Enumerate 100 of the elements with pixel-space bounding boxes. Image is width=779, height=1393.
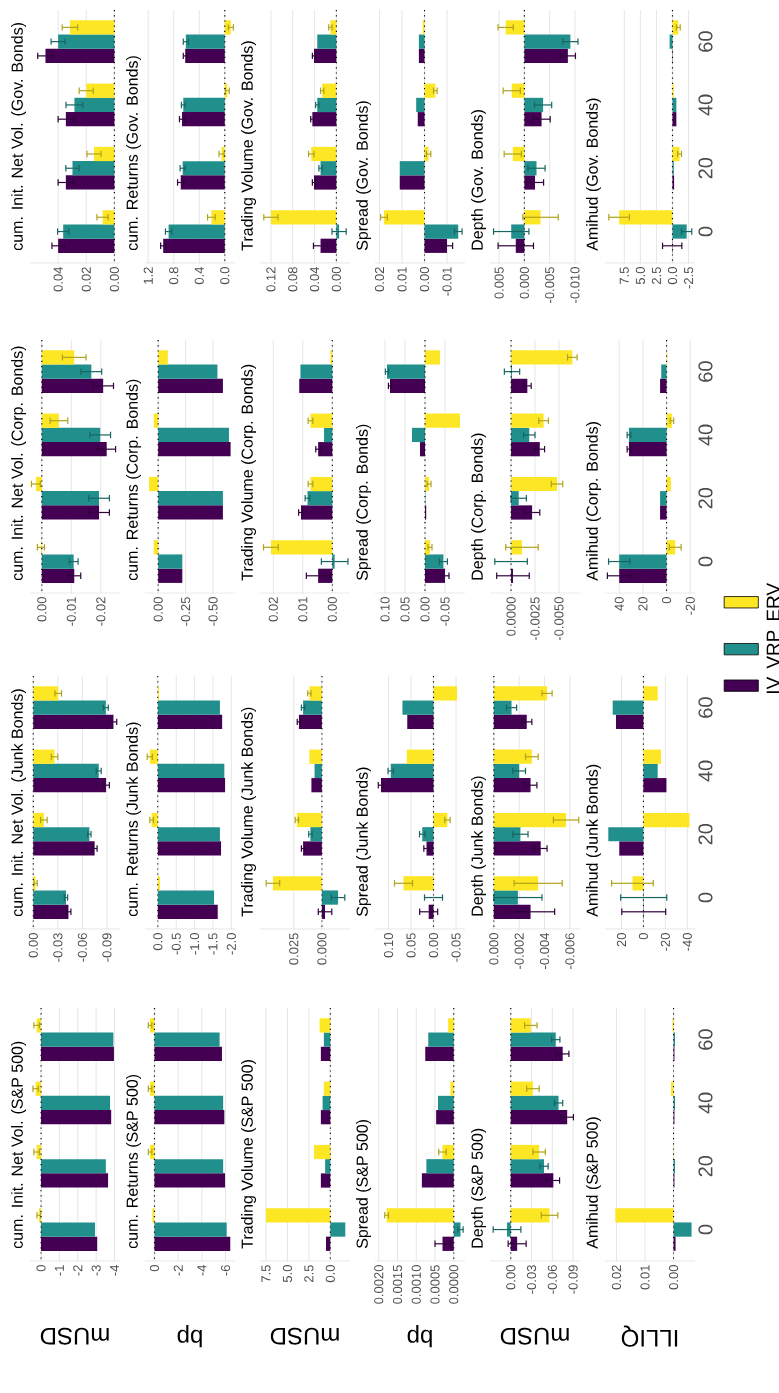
x-axis-title: bp bbox=[407, 1324, 432, 1348]
x-tick-label: 0.8 bbox=[169, 267, 179, 285]
text: Depth (Corp. Bonds) bbox=[471, 433, 487, 580]
x-tick-label: -0.005 bbox=[545, 267, 555, 303]
text: cum. Returns (Gov. Bonds) bbox=[126, 56, 142, 251]
y-tick-label: 20 bbox=[698, 157, 713, 179]
text: Depth (Gov. Bonds) bbox=[471, 110, 486, 250]
x-tick-label: -2.5 bbox=[683, 267, 694, 289]
text: cum. Init. Net Vol. (S&P 500) bbox=[11, 1041, 27, 1249]
legend-label: VRP bbox=[766, 630, 779, 669]
text: Trading Volume (Gov. Bonds) bbox=[241, 41, 257, 251]
x-tick-label: -0.0025 bbox=[530, 597, 540, 641]
x-tick-label: 0.025 bbox=[289, 933, 299, 965]
x-tick-label: 0.005 bbox=[494, 267, 504, 299]
x-tick-label: -0.004 bbox=[539, 932, 550, 969]
x-tick-label: 0.04 bbox=[309, 266, 320, 292]
text: Depth (Junk Bonds) bbox=[471, 776, 486, 916]
x-tick-label: -20 bbox=[660, 933, 670, 951]
x-tick-label: 0.05 bbox=[400, 597, 410, 622]
x-tick-label: 7.5 bbox=[261, 1265, 271, 1283]
text: Trading Volume (Junk Bonds) bbox=[241, 707, 257, 917]
x-axis-title: mUSD bbox=[270, 1327, 339, 1345]
x-tick-label: 0.0 bbox=[325, 1265, 335, 1283]
x-tick-label: -1 bbox=[54, 1265, 64, 1276]
x-tick-label: -0.5 bbox=[171, 933, 181, 955]
text: Amihud (Junk Bonds) bbox=[586, 764, 602, 917]
x-tick-label: 0.4 bbox=[194, 266, 204, 285]
x-tick-label: 0.12 bbox=[266, 267, 276, 292]
x-tick-label: -0.01 bbox=[442, 267, 452, 296]
x-tick-label: 2.5 bbox=[651, 267, 662, 285]
y-tick-label: 0 bbox=[698, 226, 713, 237]
x-tick-label: -0.09 bbox=[568, 1265, 578, 1294]
legend-label: ERV bbox=[766, 582, 779, 621]
x-tick-label: -0.09 bbox=[102, 933, 112, 962]
x-tick-label: -0.06 bbox=[77, 933, 87, 962]
x-tick-label: 0.08 bbox=[288, 267, 298, 292]
y-tick-label: 40 bbox=[698, 1092, 713, 1114]
x-tick-label: 0.01 bbox=[640, 1265, 650, 1290]
x-axis-title: mUSD bbox=[40, 1327, 109, 1345]
x-tick-label: 0.10 bbox=[380, 597, 390, 622]
x-tick-label: -1.5 bbox=[208, 933, 218, 955]
legend-label: IV bbox=[766, 676, 779, 693]
x-tick-label: -0.002 bbox=[514, 933, 524, 969]
x-tick-label: -0.05 bbox=[440, 597, 450, 626]
x-tick-label: 0.00 bbox=[506, 1265, 516, 1290]
x-tick-label: 5.0 bbox=[282, 1265, 293, 1283]
x-tick-label: -4 bbox=[197, 1264, 207, 1276]
x-tick-label: 0.00 bbox=[428, 933, 439, 958]
x-tick-label: -0.05 bbox=[451, 933, 461, 962]
x-tick-label: 0.0 bbox=[667, 267, 678, 285]
x-tick-label: 0.02 bbox=[374, 267, 385, 292]
x-tick-label: 20 bbox=[616, 933, 627, 947]
x-tick-label: 20 bbox=[638, 597, 648, 611]
text: Spread (S&P 500) bbox=[356, 1119, 372, 1249]
y-tick-label: 60 bbox=[698, 1029, 713, 1050]
x-tick-label: 0.02 bbox=[81, 267, 91, 292]
x-tick-label: 0.00 bbox=[109, 267, 119, 292]
text: Amihud (Gov. Bonds) bbox=[586, 98, 602, 251]
x-tick-label: 1.2 bbox=[143, 267, 153, 284]
text: cum. Returns (Junk Bonds) bbox=[126, 722, 142, 917]
x-tick-label: 0.10 bbox=[383, 933, 394, 958]
x-tick-label: 0.0010 bbox=[411, 1265, 421, 1304]
x-tick-label: 5.0 bbox=[635, 267, 645, 285]
x-tick-label: 0.0015 bbox=[392, 1265, 403, 1304]
x-tick-label: -4 bbox=[110, 1264, 119, 1276]
x-tick-label: 0 bbox=[638, 933, 649, 940]
x-tick-label: 0.00 bbox=[153, 597, 163, 622]
text: cum. Init. Net Vol. (Junk Bonds) bbox=[11, 689, 27, 917]
x-tick-label: 0.00 bbox=[668, 1265, 679, 1290]
x-tick-label: 0.02 bbox=[611, 1265, 622, 1290]
y-tick-label: 0 bbox=[698, 556, 713, 567]
x-tick-label: -0.03 bbox=[526, 1265, 537, 1294]
y-tick-label: 0 bbox=[698, 1224, 713, 1235]
y-tick-label: 60 bbox=[698, 361, 713, 382]
x-tick-label: -0.06 bbox=[547, 1265, 557, 1294]
x-tick-label: 0.0 bbox=[153, 933, 163, 951]
x-tick-label: 0.00 bbox=[37, 597, 47, 622]
x-tick-label: -3 bbox=[91, 1265, 101, 1276]
x-tick-label: 0.0 bbox=[220, 267, 230, 285]
x-tick-label: -20 bbox=[685, 597, 695, 615]
text: Amihud (S&P 500) bbox=[586, 1117, 602, 1249]
x-tick-label: 0.0020 bbox=[374, 1265, 384, 1304]
x-tick-label: -0.01 bbox=[66, 597, 76, 626]
x-tick-label: 0.01 bbox=[397, 267, 407, 292]
x-tick-label: 0.0005 bbox=[430, 1265, 440, 1304]
x-tick-label: -2 bbox=[173, 1265, 183, 1276]
x-tick-label: 0.0000 bbox=[449, 1265, 459, 1304]
text: cum. Returns (S&P 500) bbox=[126, 1074, 142, 1249]
text: Depth (S&P 500) bbox=[471, 1128, 487, 1248]
text: cum. Init. Net Vol. (Gov. Bonds) bbox=[11, 22, 27, 251]
text: Spread (Corp. Bonds) bbox=[356, 424, 372, 581]
x-axis-title: mUSD bbox=[500, 1327, 569, 1345]
x-tick-label: -0.0050 bbox=[554, 597, 564, 641]
text: Trading Volume (S&P 500) bbox=[241, 1060, 257, 1249]
y-tick-label: 0 bbox=[698, 892, 713, 903]
x-tick-label: -0.25 bbox=[181, 597, 191, 626]
y-tick-label: 20 bbox=[698, 823, 713, 845]
x-tick-label: 0.00 bbox=[331, 267, 341, 292]
y-tick-label: 20 bbox=[698, 1155, 713, 1177]
x-tick-label: -0.02 bbox=[96, 597, 106, 626]
